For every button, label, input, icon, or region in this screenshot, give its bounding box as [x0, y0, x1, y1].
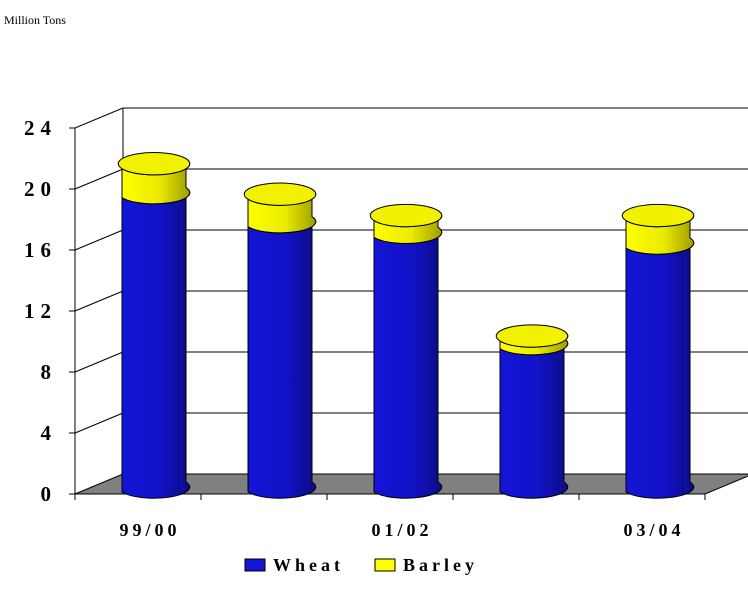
y-tick-labels: 0 4 8 12 16 20 24	[24, 116, 58, 506]
gridline-depth	[74, 107, 124, 129]
x-tick-label: 99/00	[119, 520, 180, 540]
bar-group	[243, 182, 317, 499]
bar-group	[621, 203, 695, 499]
gridline-depth	[74, 290, 124, 312]
legend-swatch-barley	[374, 558, 396, 572]
bar-wheat	[625, 237, 695, 499]
x-tick-label: 03/04	[623, 520, 684, 540]
gridline-depth	[74, 229, 124, 251]
bar-wheat	[121, 186, 191, 499]
legend-label-wheat: Wheat	[273, 555, 344, 575]
gridline-depth	[74, 412, 124, 434]
gridline-depth	[74, 351, 124, 373]
x-tick-labels: 99/00 01/02 03/04	[119, 520, 684, 540]
bar-wheat	[499, 337, 569, 499]
y-tick-label: 0	[41, 482, 58, 506]
legend-swatch-wheat	[244, 558, 266, 572]
bar-top-cap	[495, 324, 569, 348]
y-tick-label: 8	[41, 360, 58, 384]
y-tick-label: 16	[24, 238, 57, 262]
y-tick-label: 20	[24, 177, 57, 201]
bar-top-cap	[243, 182, 317, 206]
gridline-depth	[74, 168, 124, 190]
bar-top-cap	[369, 203, 443, 228]
y-tick-label: 12	[24, 299, 57, 323]
y-tick-label: 4	[41, 421, 58, 445]
x-tick-label: 01/02	[371, 520, 432, 540]
bar-top-cap	[621, 203, 695, 228]
y-tick-label: 24	[24, 116, 57, 140]
bars	[117, 152, 695, 499]
bar-group	[369, 203, 443, 499]
legend-label-barley: Barley	[403, 555, 478, 575]
bar-wheat	[247, 215, 317, 499]
bar-group	[117, 152, 191, 499]
bar-top-cap	[117, 152, 191, 176]
y-axis-label: Million Tons	[4, 13, 66, 27]
bar-wheat	[373, 226, 443, 499]
bar-group	[495, 324, 569, 499]
legend: Wheat Barley	[244, 555, 478, 575]
